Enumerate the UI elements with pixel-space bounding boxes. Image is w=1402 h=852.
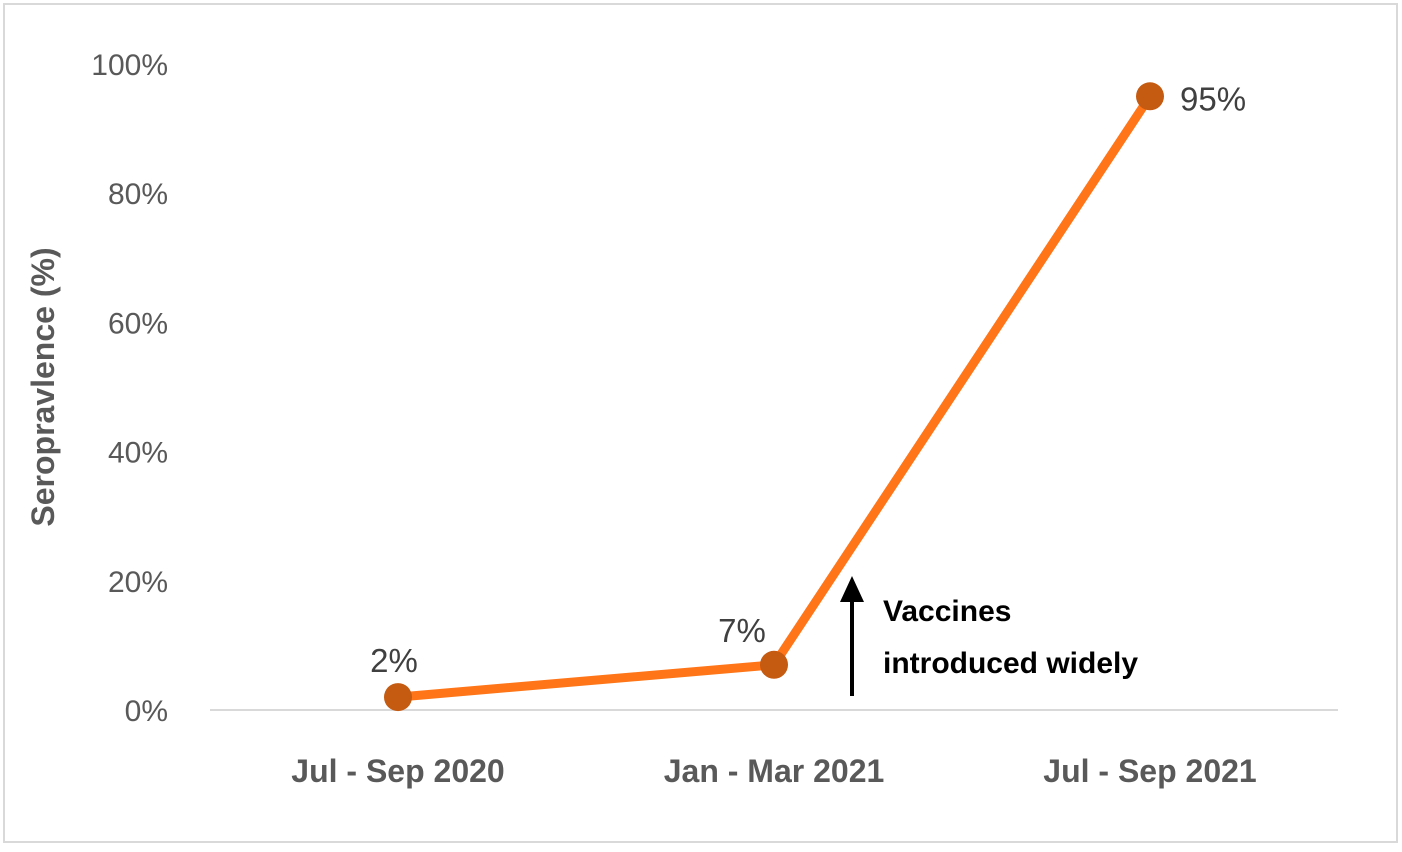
data-label: 95%	[1180, 80, 1246, 117]
data-label: 2%	[370, 642, 418, 679]
x-tick-label: Jul - Sep 2020	[291, 753, 504, 789]
data-point	[384, 683, 412, 712]
annotation-arrowhead	[840, 576, 864, 602]
data-label: 7%	[718, 612, 766, 649]
x-tick-label: Jul - Sep 2021	[1043, 753, 1256, 789]
y-tick-label: 40%	[108, 437, 168, 470]
annotation-text-line-2: introduced widely	[883, 647, 1138, 680]
y-tick-label: 60%	[108, 307, 168, 340]
y-tick-label: 20%	[108, 566, 168, 599]
annotation-text-line-1: Vaccines	[883, 595, 1011, 628]
y-tick-label: 100%	[91, 49, 168, 82]
y-tick-label: 0%	[125, 695, 168, 728]
x-tick-label: Jan - Mar 2021	[664, 753, 885, 789]
y-tick-label: 80%	[108, 178, 168, 211]
data-point	[760, 650, 788, 679]
chart-border	[3, 3, 1398, 843]
data-point	[1136, 82, 1164, 111]
y-axis-title: Seropravlence (%)	[25, 247, 61, 526]
